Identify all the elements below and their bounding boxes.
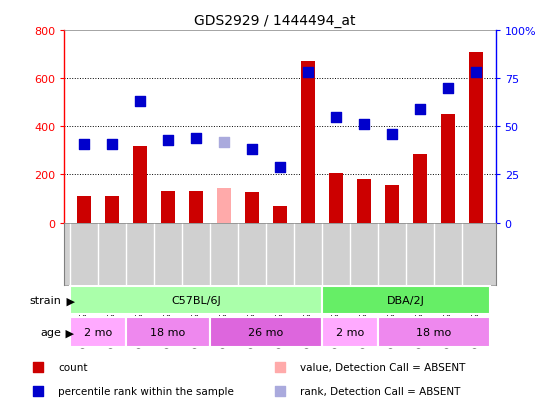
Point [367,174,376,180]
Bar [70,287,322,314]
Bar [322,287,490,314]
Point [248,147,256,153]
Text: 26 mo: 26 mo [249,328,283,337]
Bar [210,318,322,347]
Text: percentile rank within the sample: percentile rank within the sample [58,386,234,396]
Point [80,141,88,147]
Bar [245,193,259,223]
Text: age: age [41,328,62,337]
Bar [329,174,343,223]
Text: GDS2929 / 1444494_at: GDS2929 / 1444494_at [194,14,355,28]
Point [360,122,368,128]
Bar [70,318,126,347]
Bar [273,206,287,223]
Point [304,70,312,76]
Text: 18 mo: 18 mo [417,328,451,337]
Point [416,107,424,113]
Bar [385,186,399,223]
Bar [77,197,91,223]
Point [332,114,340,121]
Text: 2 mo: 2 mo [84,328,112,337]
Text: C57BL/6J: C57BL/6J [171,295,221,306]
Point [388,131,396,138]
Text: strain: strain [30,295,62,306]
Bar [105,197,119,223]
Point [192,135,200,142]
Point [164,137,172,144]
Bar [322,318,378,347]
Bar [469,52,483,223]
Text: 2 mo: 2 mo [336,328,364,337]
Bar [126,318,210,347]
Point [472,70,480,76]
Point [444,85,452,92]
Text: ▶: ▶ [63,295,75,306]
Bar [133,146,147,223]
Text: rank, Detection Call = ABSENT: rank, Detection Call = ABSENT [300,386,460,396]
Bar [441,115,455,223]
Point [220,139,228,146]
Bar [301,62,315,223]
Point [108,141,116,147]
Text: count: count [58,362,88,372]
Bar [161,192,175,223]
Bar [357,180,371,223]
Point [276,164,284,171]
Text: ▶: ▶ [62,328,74,337]
Text: value, Detection Call = ABSENT: value, Detection Call = ABSENT [300,362,465,372]
Bar [413,154,427,223]
Point [136,99,144,105]
Bar [189,192,203,223]
Text: DBA/2J: DBA/2J [387,295,425,306]
Bar [217,188,231,223]
Text: 18 mo: 18 mo [151,328,185,337]
Bar [378,318,490,347]
